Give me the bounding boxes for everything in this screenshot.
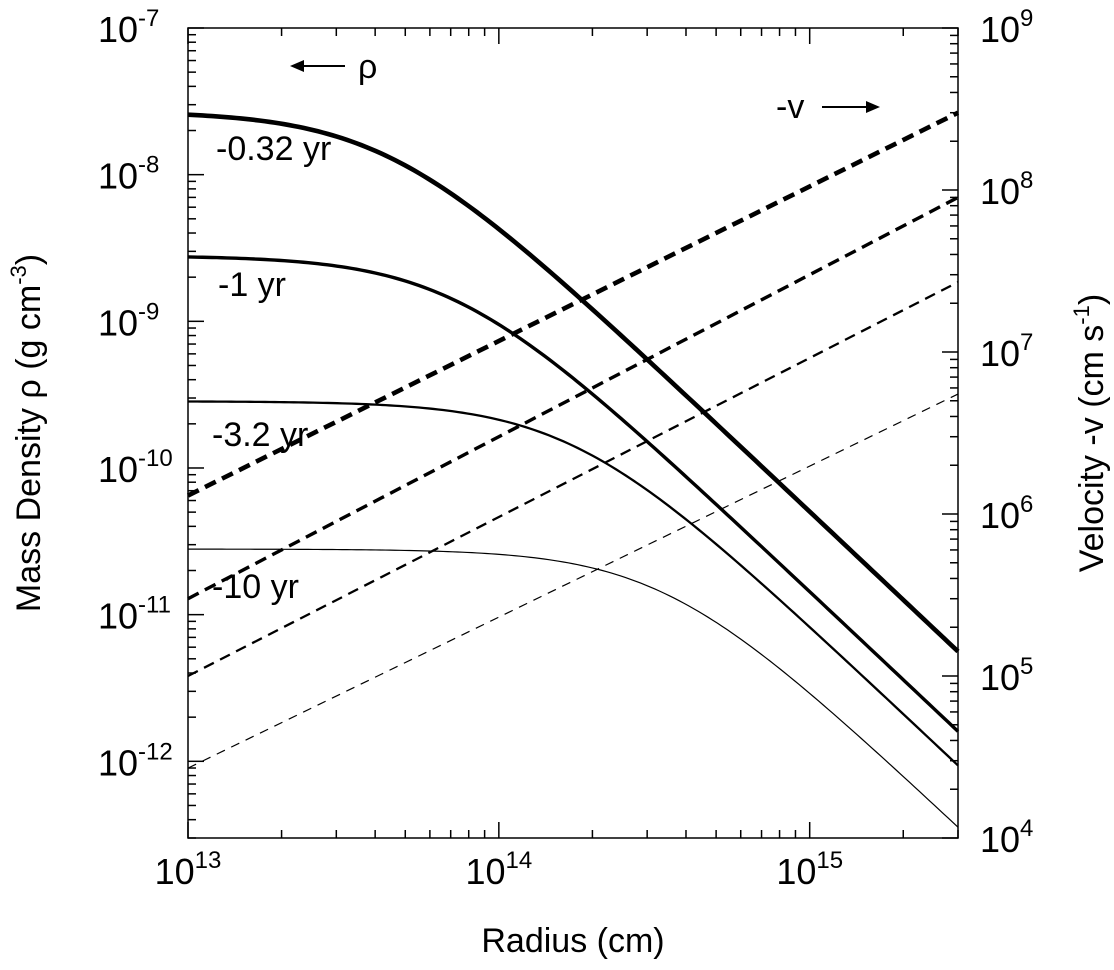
rho-arrow-annotation: ρ xyxy=(290,48,377,86)
y-left-tick-label: 10-8 xyxy=(98,152,159,197)
density-curve xyxy=(187,548,959,828)
rho-arrow-label: ρ xyxy=(358,48,377,86)
y-right-tick-label: 109 xyxy=(980,5,1033,50)
series-label: -0.32 yr xyxy=(216,130,331,168)
density-curve xyxy=(187,400,959,767)
v-arrow-label: -v xyxy=(776,88,804,126)
y-right-tick-label: 108 xyxy=(980,167,1033,212)
y-left-tick-label: 10-11 xyxy=(98,592,171,637)
y-axis-left-title: Mass Density ρ (g cm-3) xyxy=(6,254,48,612)
data-series xyxy=(186,110,960,828)
y-left-tick-label: 10-12 xyxy=(98,738,173,783)
density-curve xyxy=(187,112,960,654)
series-label: -3.2 yr xyxy=(212,416,308,454)
right-arrowhead-icon xyxy=(866,101,880,113)
tick-labels: 1013 1014 1015 10-7 10-8 10-9 10-10 10-11 10-12 1… xyxy=(98,5,1033,892)
axis-ticks xyxy=(187,27,959,839)
x-tick-label: 1014 xyxy=(465,847,532,892)
x-axis-title: Radius (cm) xyxy=(481,922,664,960)
left-arrowhead-icon xyxy=(290,60,304,72)
density-curve xyxy=(187,255,960,733)
y-right-tick-label: 106 xyxy=(980,491,1033,536)
y-left-tick-label: 10-10 xyxy=(98,445,173,490)
y-axis-right-title: Velocity -v (cm s-1) xyxy=(1069,294,1111,572)
y-right-tick-label: 107 xyxy=(980,329,1033,374)
x-tick-label: 1013 xyxy=(155,847,222,892)
plot-frame xyxy=(187,27,959,839)
y-left-tick-label: 10-9 xyxy=(98,298,159,343)
y-left-tick-label: 10-7 xyxy=(98,5,159,50)
series-label: -1 yr xyxy=(218,266,286,304)
velocity-line xyxy=(187,195,959,601)
velocity-line xyxy=(186,110,960,498)
y-right-tick-label: 104 xyxy=(980,815,1033,860)
velocity-line xyxy=(187,281,959,678)
v-arrow-annotation: -v xyxy=(776,88,880,126)
series-label: -10 yr xyxy=(212,568,299,606)
y-right-tick-label: 105 xyxy=(980,653,1033,698)
x-tick-label: 1015 xyxy=(776,847,843,892)
